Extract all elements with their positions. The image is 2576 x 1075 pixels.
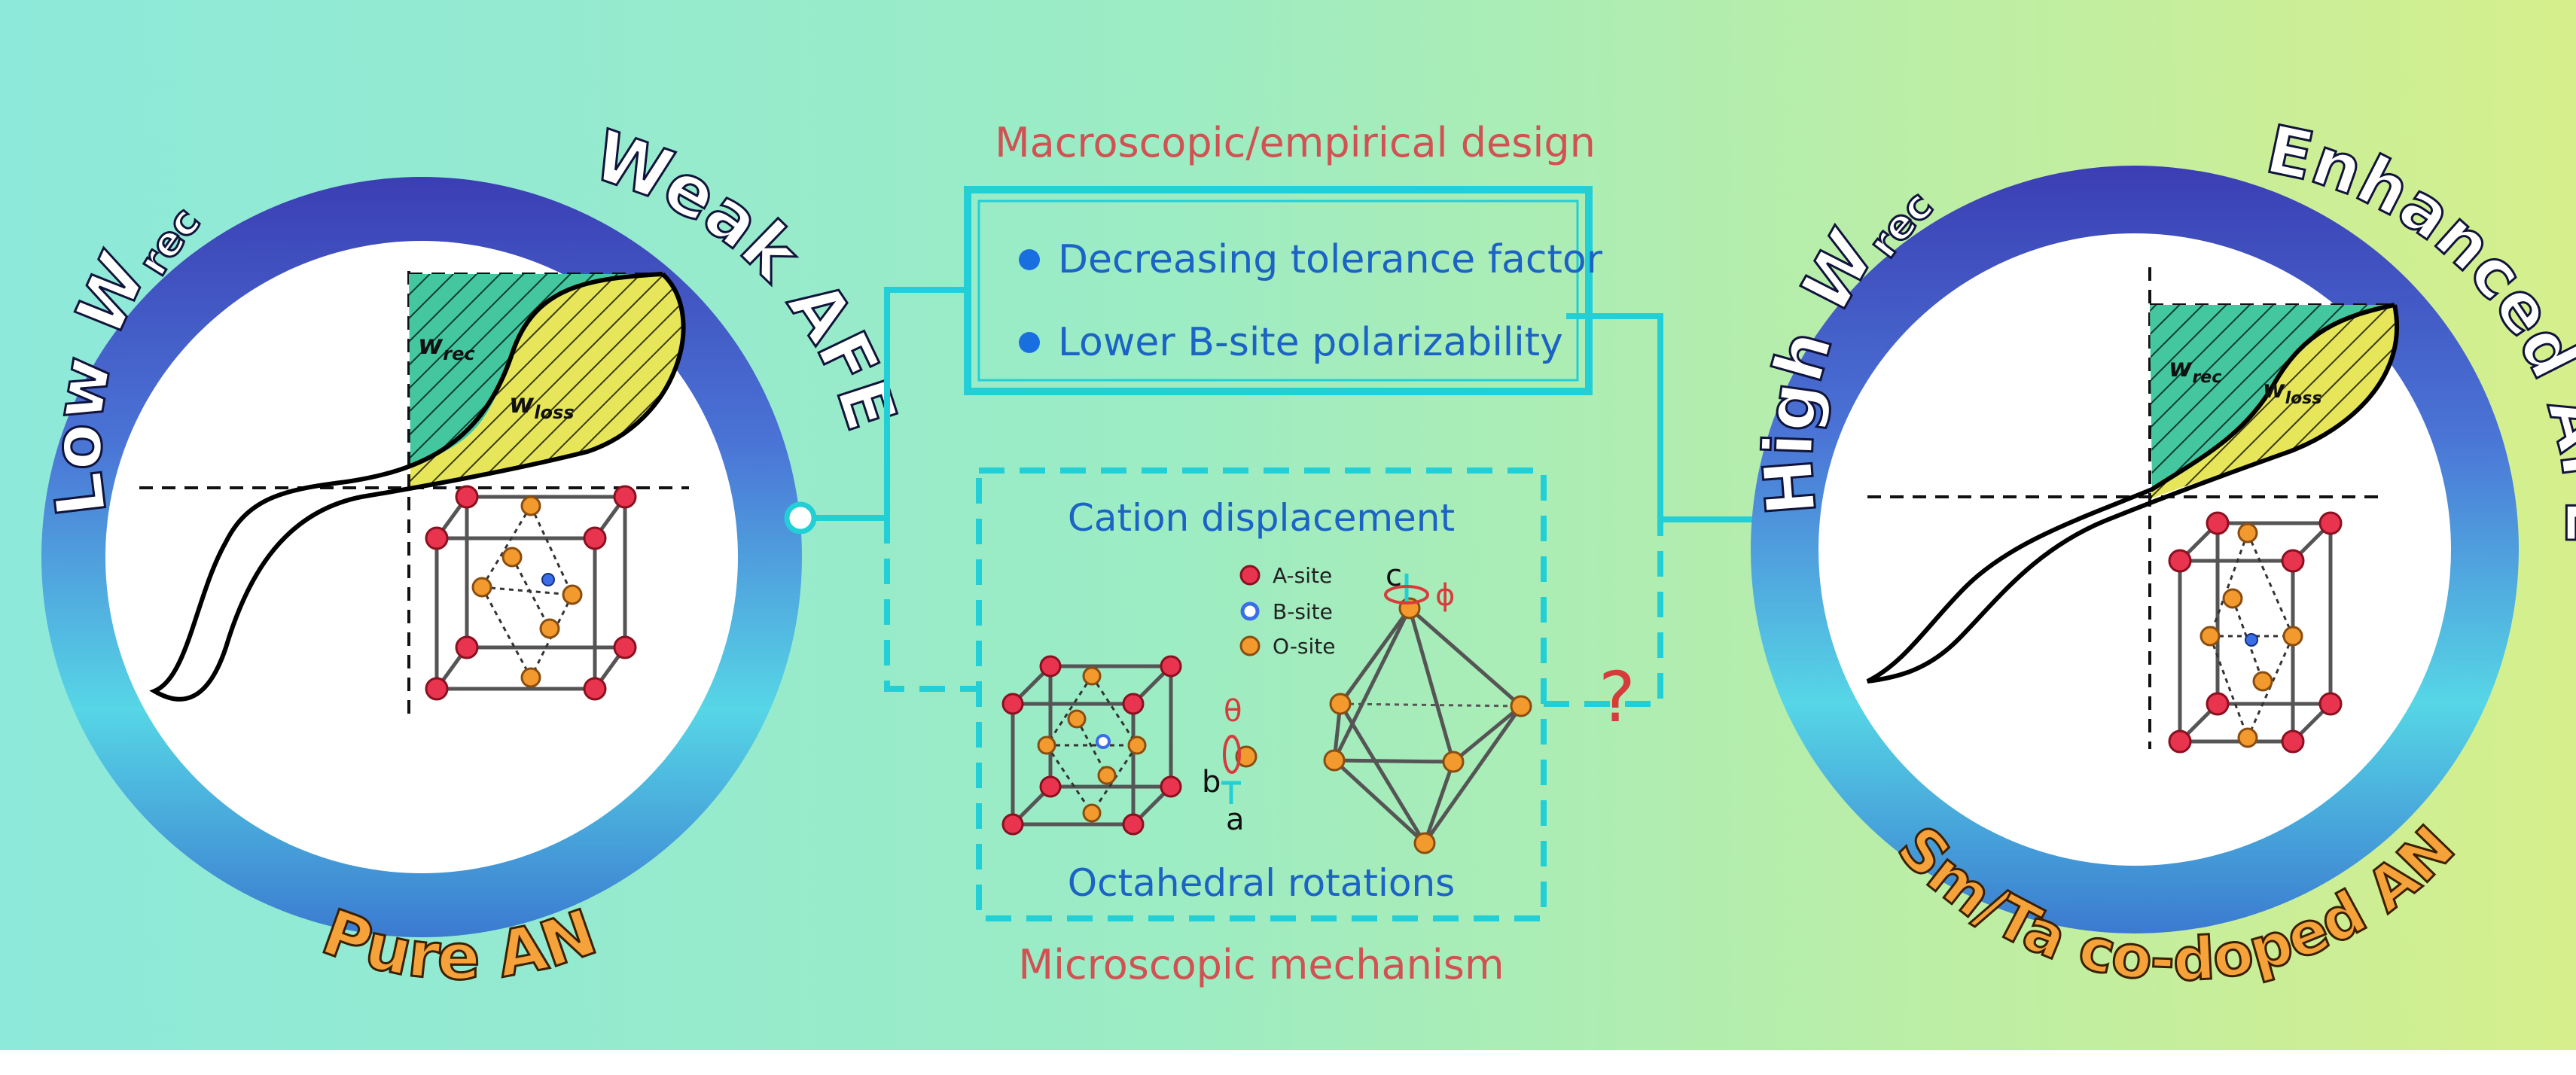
right-o-site-atoms bbox=[2200, 522, 2303, 748]
micro-b-site-atom bbox=[1096, 734, 1111, 749]
legend-o-site-dot bbox=[1239, 635, 1261, 656]
macro-bullet-1-text: Decreasing tolerance factor bbox=[1058, 237, 1603, 282]
octahedron bbox=[1332, 607, 1523, 845]
left-wloss-label: wloss bbox=[509, 388, 575, 423]
left-wloss-area bbox=[410, 274, 684, 489]
legend-b-site-dot bbox=[1240, 601, 1260, 621]
legend-b-site: B-site bbox=[1273, 599, 1333, 624]
octahedron-atoms bbox=[1235, 597, 1532, 854]
micro-box bbox=[976, 467, 1547, 921]
micro-heading: Microscopic mechanism bbox=[1018, 941, 1504, 988]
right-wrec-label: wrec bbox=[2169, 353, 2221, 387]
legend-a-site: A-site bbox=[1273, 563, 1332, 588]
left-hysteresis-loop bbox=[149, 272, 686, 702]
left-b-site-atom bbox=[541, 573, 555, 586]
legend-o-site: O-site bbox=[1273, 634, 1336, 659]
micro-a-site-atoms bbox=[1001, 655, 1182, 836]
macro-box bbox=[964, 186, 1593, 395]
axis-b-label: b bbox=[1202, 765, 1221, 799]
phi-rotation-arrow bbox=[1384, 585, 1429, 604]
axis-c-label: c bbox=[1386, 559, 1402, 593]
macro-box-inner bbox=[977, 199, 1579, 382]
right-b-site-atom bbox=[2245, 633, 2258, 647]
theta-label: θ bbox=[1224, 694, 1242, 729]
left-wrec-area bbox=[409, 274, 663, 465]
axis-a-label: a bbox=[1226, 802, 1245, 837]
theta-rotation-arrow bbox=[1223, 735, 1241, 774]
micro-o-site-atoms bbox=[1037, 666, 1147, 823]
right-wloss-label: wloss bbox=[2263, 375, 2321, 408]
left-ring-group: wrec wloss Low Wrec Weak bbox=[37, 114, 913, 995]
bottom-white-band bbox=[0, 1050, 2576, 1075]
macro-bullet-1 bbox=[1019, 249, 1040, 270]
macro-heading: Macroscopic/empirical design bbox=[995, 119, 1596, 166]
left-connector-node bbox=[784, 501, 817, 534]
macro-bullet-2-text: Lower B-site polarizability bbox=[1058, 320, 1563, 365]
right-wrec-area bbox=[2150, 305, 2395, 489]
legend-a-site-dot bbox=[1239, 565, 1261, 586]
macro-bullet-2 bbox=[1019, 332, 1040, 353]
cation-displacement-title: Cation displacement bbox=[1068, 496, 1455, 540]
right-a-site-atoms bbox=[2168, 511, 2343, 754]
phi-label: ϕ bbox=[1435, 578, 1455, 613]
right-hysteresis-loop bbox=[1866, 303, 2400, 684]
octahedral-rotations-title: Octahedral rotations bbox=[1068, 861, 1455, 905]
left-a-site-atoms bbox=[425, 485, 637, 701]
left-wrec-label: wrec bbox=[418, 330, 475, 364]
connector-lines bbox=[813, 287, 1788, 707]
question-mark: ? bbox=[1599, 657, 1636, 738]
left-o-site-atoms bbox=[471, 495, 583, 688]
